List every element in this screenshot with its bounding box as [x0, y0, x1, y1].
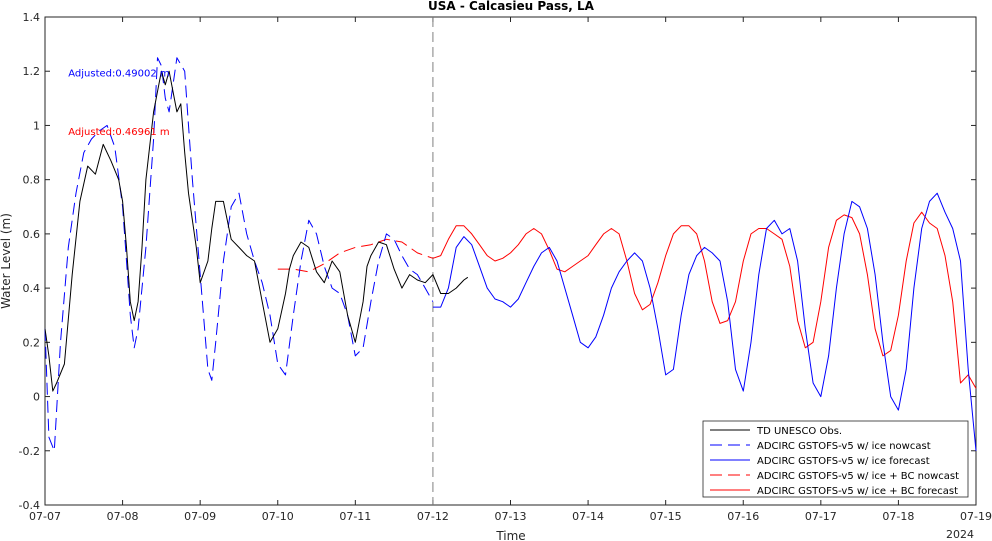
legend-label: TD UNESCO Obs.	[756, 426, 842, 437]
y-tick-label: -0.2	[19, 445, 40, 458]
x-axis-title: Time	[495, 529, 525, 541]
y-tick-label: 0	[33, 391, 40, 404]
y-tick-label: 1.2	[23, 65, 41, 78]
x-tick-label: 07-12	[417, 510, 449, 523]
x-tick-label: 07-13	[495, 510, 527, 523]
x-tick-label: 07-18	[882, 510, 914, 523]
legend-items: TD UNESCO Obs. ADCIRC GSTOFS-v5 w/ ice no…	[710, 426, 959, 497]
y-axis-title: Water Level (m)	[0, 213, 13, 309]
legend-label: ADCIRC GSTOFS-v5 w/ ice nowcast	[757, 441, 931, 452]
x-axis-year-label: 2024	[946, 528, 974, 541]
y-tick-label: 0.2	[23, 336, 41, 349]
y-tick-label: 0.4	[23, 282, 41, 295]
y-tick-label: 0.8	[23, 174, 41, 187]
x-tick-label: 07-15	[650, 510, 682, 523]
y-tick-label: -0.4	[19, 499, 40, 512]
adjusted-annotation-1: Adjusted:0.46961 m	[68, 127, 169, 138]
legend: TD UNESCO Obs. ADCIRC GSTOFS-v5 w/ ice no…	[702, 420, 969, 498]
series-line-1	[44, 57, 434, 452]
series-line-4	[432, 211, 977, 389]
y-tick-label: 1.4	[23, 11, 41, 24]
x-tick-label: 07-14	[572, 510, 604, 523]
series-line-0	[44, 70, 469, 392]
legend-label: ADCIRC GSTOFS-v5 w/ ice + BC forecast	[757, 486, 958, 497]
x-tick-label: 07-17	[805, 510, 837, 523]
x-tick-label: 07-10	[262, 510, 294, 523]
legend-label: ADCIRC GSTOFS-v5 w/ ice + BC nowcast	[757, 471, 959, 482]
axis-ticks: 07-07 07-08 07-09 07-10 07-11 07-12 07-13 07-14…	[19, 11, 992, 523]
x-tick-label: 07-08	[107, 510, 139, 523]
adjusted-annotation-0: Adjusted:0.49002 m	[68, 69, 169, 80]
x-tick-label: 07-16	[727, 510, 759, 523]
series-line-2	[432, 192, 977, 451]
x-tick-label: 07-11	[339, 510, 371, 523]
legend-label: ADCIRC GSTOFS-v5 w/ ice forecast	[757, 456, 930, 467]
chart-title: USA - Calcasieu Pass, LA	[428, 0, 595, 13]
annotations: Adjusted:0.49002 m Adjusted:0.46961 m	[68, 69, 169, 138]
x-tick-label: 07-07	[29, 510, 61, 523]
y-tick-label: 1	[33, 119, 40, 132]
y-tick-label: 0.6	[23, 228, 41, 241]
legend-box	[702, 420, 969, 498]
series-lines	[44, 57, 977, 452]
series-line-3	[277, 238, 434, 273]
x-tick-label: 07-19	[960, 510, 992, 523]
x-tick-label: 07-09	[184, 510, 216, 523]
